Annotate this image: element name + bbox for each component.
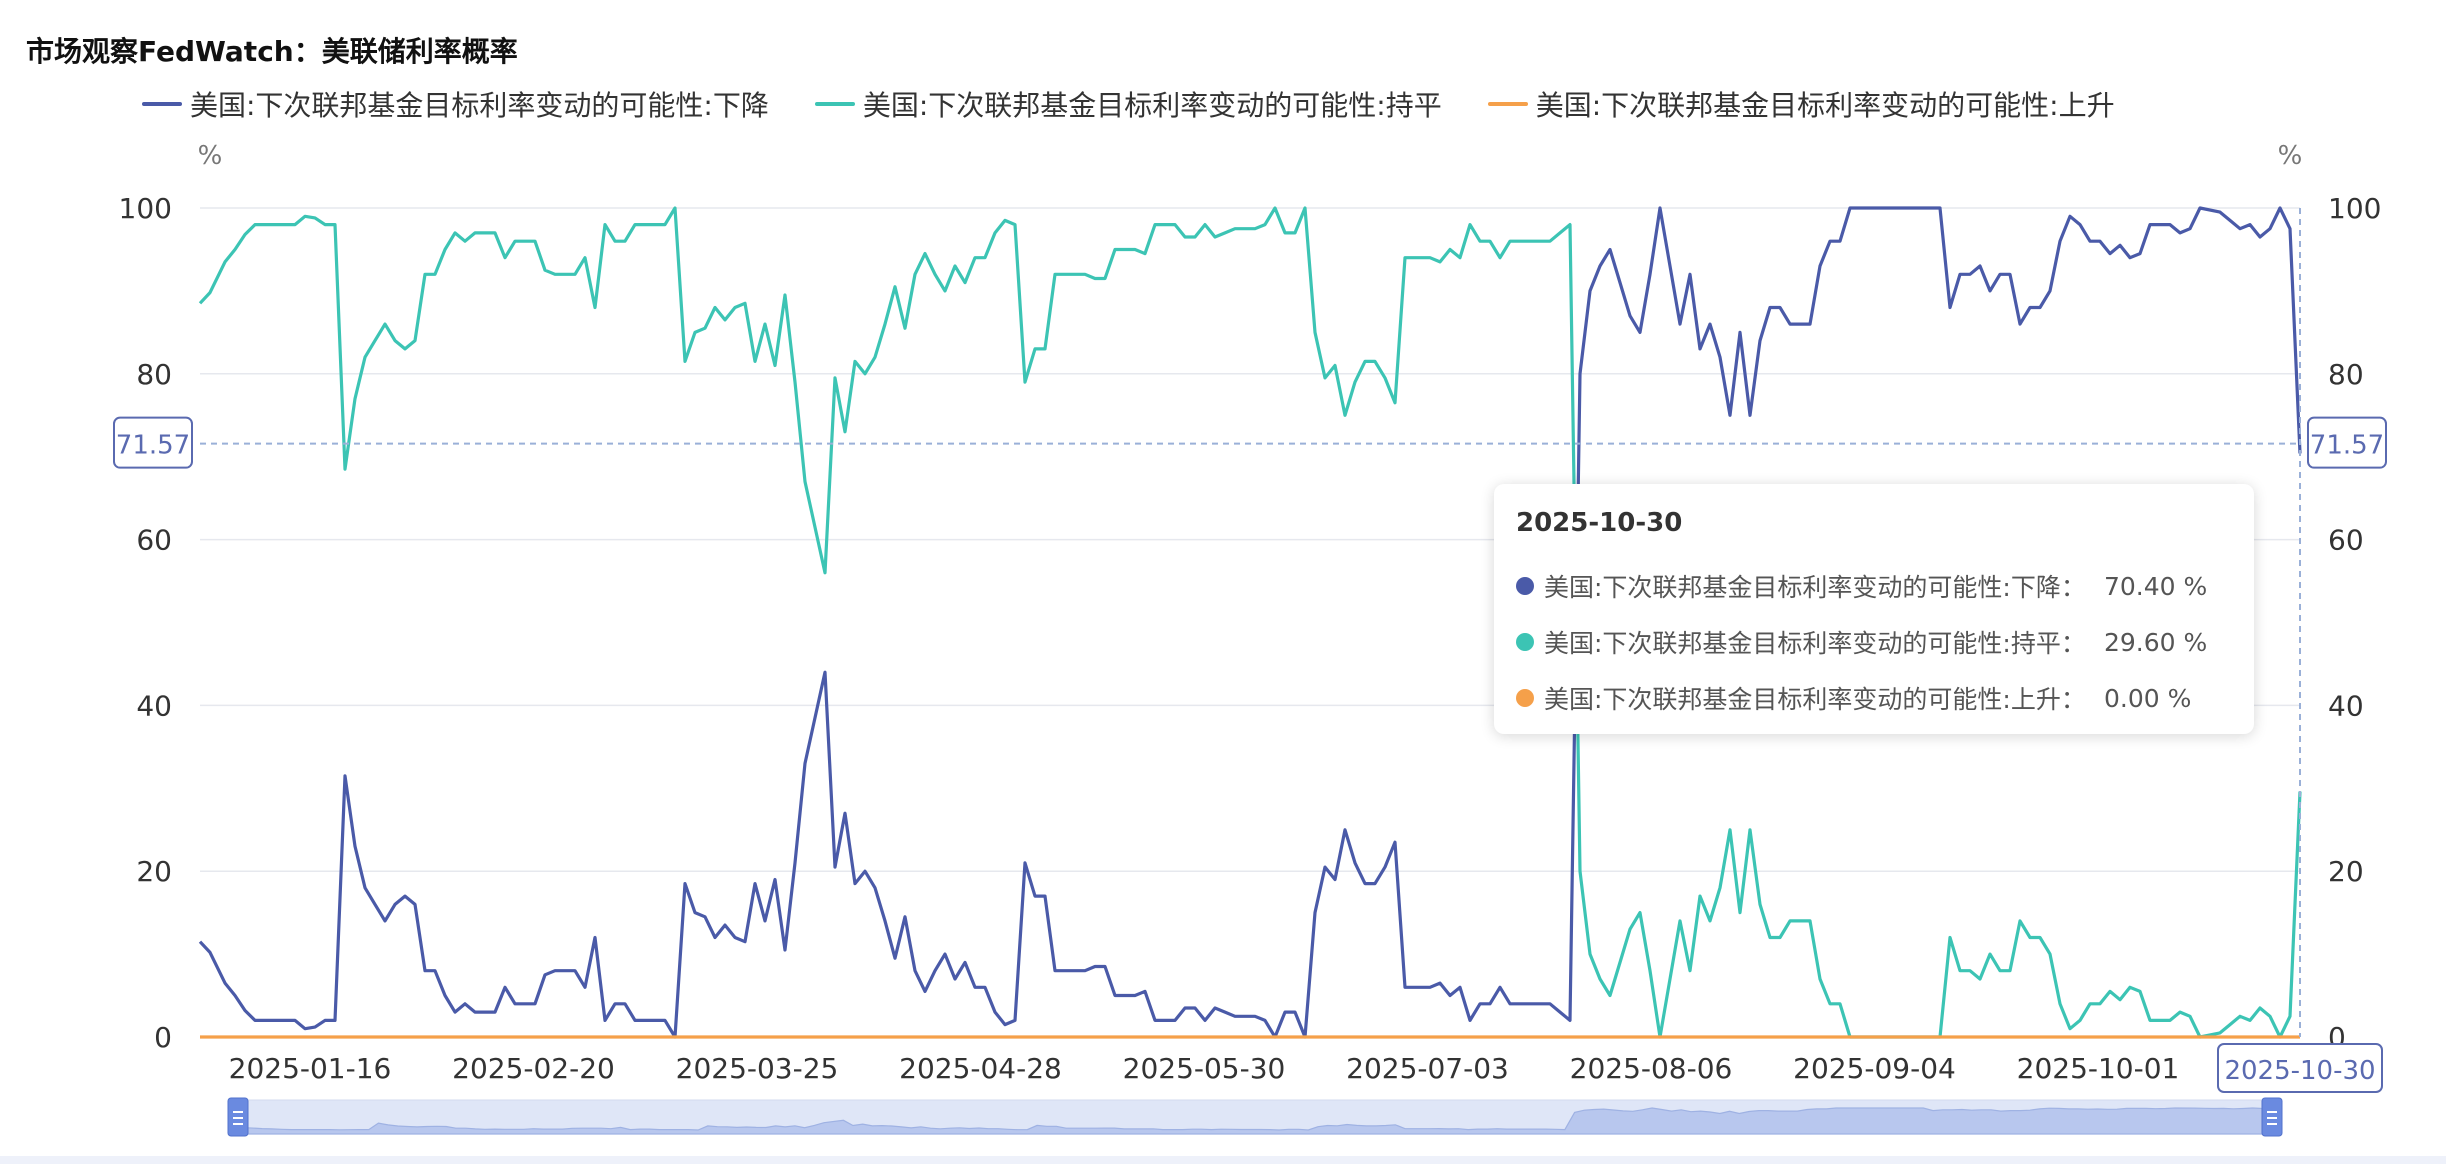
x-tick-2025-10-01: 2025-10-01 (2017, 1052, 2180, 1085)
y-tick-left-20: 20 (136, 855, 172, 888)
x-tick-2025-04-28: 2025-04-28 (899, 1052, 1062, 1085)
y-tick-right-80: 80 (2328, 358, 2364, 391)
tooltip-dot-decrease (1516, 577, 1534, 595)
crosshair-y-label-right: 71.57 (2310, 431, 2384, 461)
y-tick-left-60: 60 (136, 524, 172, 557)
series-line-0 (198, 206, 2302, 1039)
x-tick-2025-09-04: 2025-09-04 (1793, 1052, 1956, 1085)
tooltip: 2025-10-30 美国:下次联邦基金目标利率变动的可能性:下降： 70.40… (1494, 484, 2254, 734)
y-tick-left-0: 0 (154, 1021, 172, 1054)
y-tick-right-100: 100 (2328, 192, 2381, 225)
legend-item-increase[interactable]: 美国:下次联邦基金目标利率变动的可能性:上升 (1487, 84, 2115, 124)
zoom-slider-preview (237, 1107, 2273, 1135)
tooltip-value-unchanged: 29.60 % (2104, 627, 2208, 657)
tooltip-value-increase: 0.00 % (2104, 683, 2192, 713)
crosshair-y-label-left-box (113, 416, 193, 469)
legend-swatch-decrease (142, 102, 182, 106)
tooltip-row-increase: 美国:下次联邦基金目标利率变动的可能性:上升： 0.00 % (1516, 670, 2232, 726)
x-tick-2025-05-30: 2025-05-30 (1123, 1052, 1286, 1085)
tooltip-label-increase: 美国:下次联邦基金目标利率变动的可能性:上升： (1544, 685, 2086, 714)
tooltip-date: 2025-10-30 (1516, 508, 1683, 538)
x-tick-2025-08-06: 2025-08-06 (1570, 1052, 1733, 1085)
x-tick-2025-07-03: 2025-07-03 (1346, 1052, 1509, 1085)
series-line-1 (198, 206, 2302, 1039)
tooltip-value-decrease: 70.40 % (2104, 571, 2208, 601)
crosshair-x-label-box (2217, 1043, 2383, 1093)
crosshair-x-label: 2025-10-30 (2224, 1056, 2375, 1086)
y-tick-right-20: 20 (2328, 855, 2364, 888)
tooltip-label-decrease: 美国:下次联邦基金目标利率变动的可能性:下降： (1544, 573, 2086, 602)
y-tick-right-40: 40 (2328, 689, 2364, 722)
y-unit-left: % (198, 141, 223, 171)
crosshair-y-label-left: 71.57 (116, 431, 190, 461)
legend: 美国:下次联邦基金目标利率变动的可能性:下降 美国:下次联邦基金目标利率变动的可… (142, 84, 2161, 124)
bottom-divider (0, 1156, 2446, 1164)
legend-item-unchanged[interactable]: 美国:下次联邦基金目标利率变动的可能性:持平 (814, 84, 1442, 124)
x-tick-2025-02-20: 2025-02-20 (452, 1052, 615, 1085)
legend-swatch-unchanged (814, 102, 855, 106)
chart-title: 市场观察FedWatch：美联储利率概率 (26, 35, 518, 68)
x-tick-2025-03-25: 2025-03-25 (676, 1052, 839, 1085)
crosshair-y-label-right-box (2307, 416, 2387, 469)
tooltip-dot-unchanged (1516, 633, 1534, 651)
legend-item-decrease[interactable]: 美国:下次联邦基金目标利率变动的可能性:下降 (142, 84, 769, 124)
x-tick-2025-01-16: 2025-01-16 (229, 1052, 392, 1085)
y-tick-right-60: 60 (2328, 524, 2364, 557)
legend-label-increase: 美国:下次联邦基金目标利率变动的可能性:上升 (1535, 89, 2115, 122)
legend-label-decrease: 美国:下次联邦基金目标利率变动的可能性:下降 (190, 89, 769, 122)
y-unit-right: % (2278, 141, 2303, 171)
y-tick-left-80: 80 (136, 358, 172, 391)
tooltip-label-unchanged: 美国:下次联邦基金目标利率变动的可能性:持平： (1544, 629, 2086, 658)
tooltip-row-decrease: 美国:下次联邦基金目标利率变动的可能性:下降： 70.40 % (1516, 558, 2232, 614)
y-tick-left-40: 40 (136, 689, 172, 722)
legend-swatch-increase (1487, 102, 1528, 106)
tooltip-row-unchanged: 美国:下次联邦基金目标利率变动的可能性:持平： 29.60 % (1516, 614, 2232, 670)
tooltip-dot-increase (1516, 689, 1534, 707)
legend-label-unchanged: 美国:下次联邦基金目标利率变动的可能性:持平 (862, 89, 1442, 122)
y-tick-left-100: 100 (119, 192, 172, 225)
